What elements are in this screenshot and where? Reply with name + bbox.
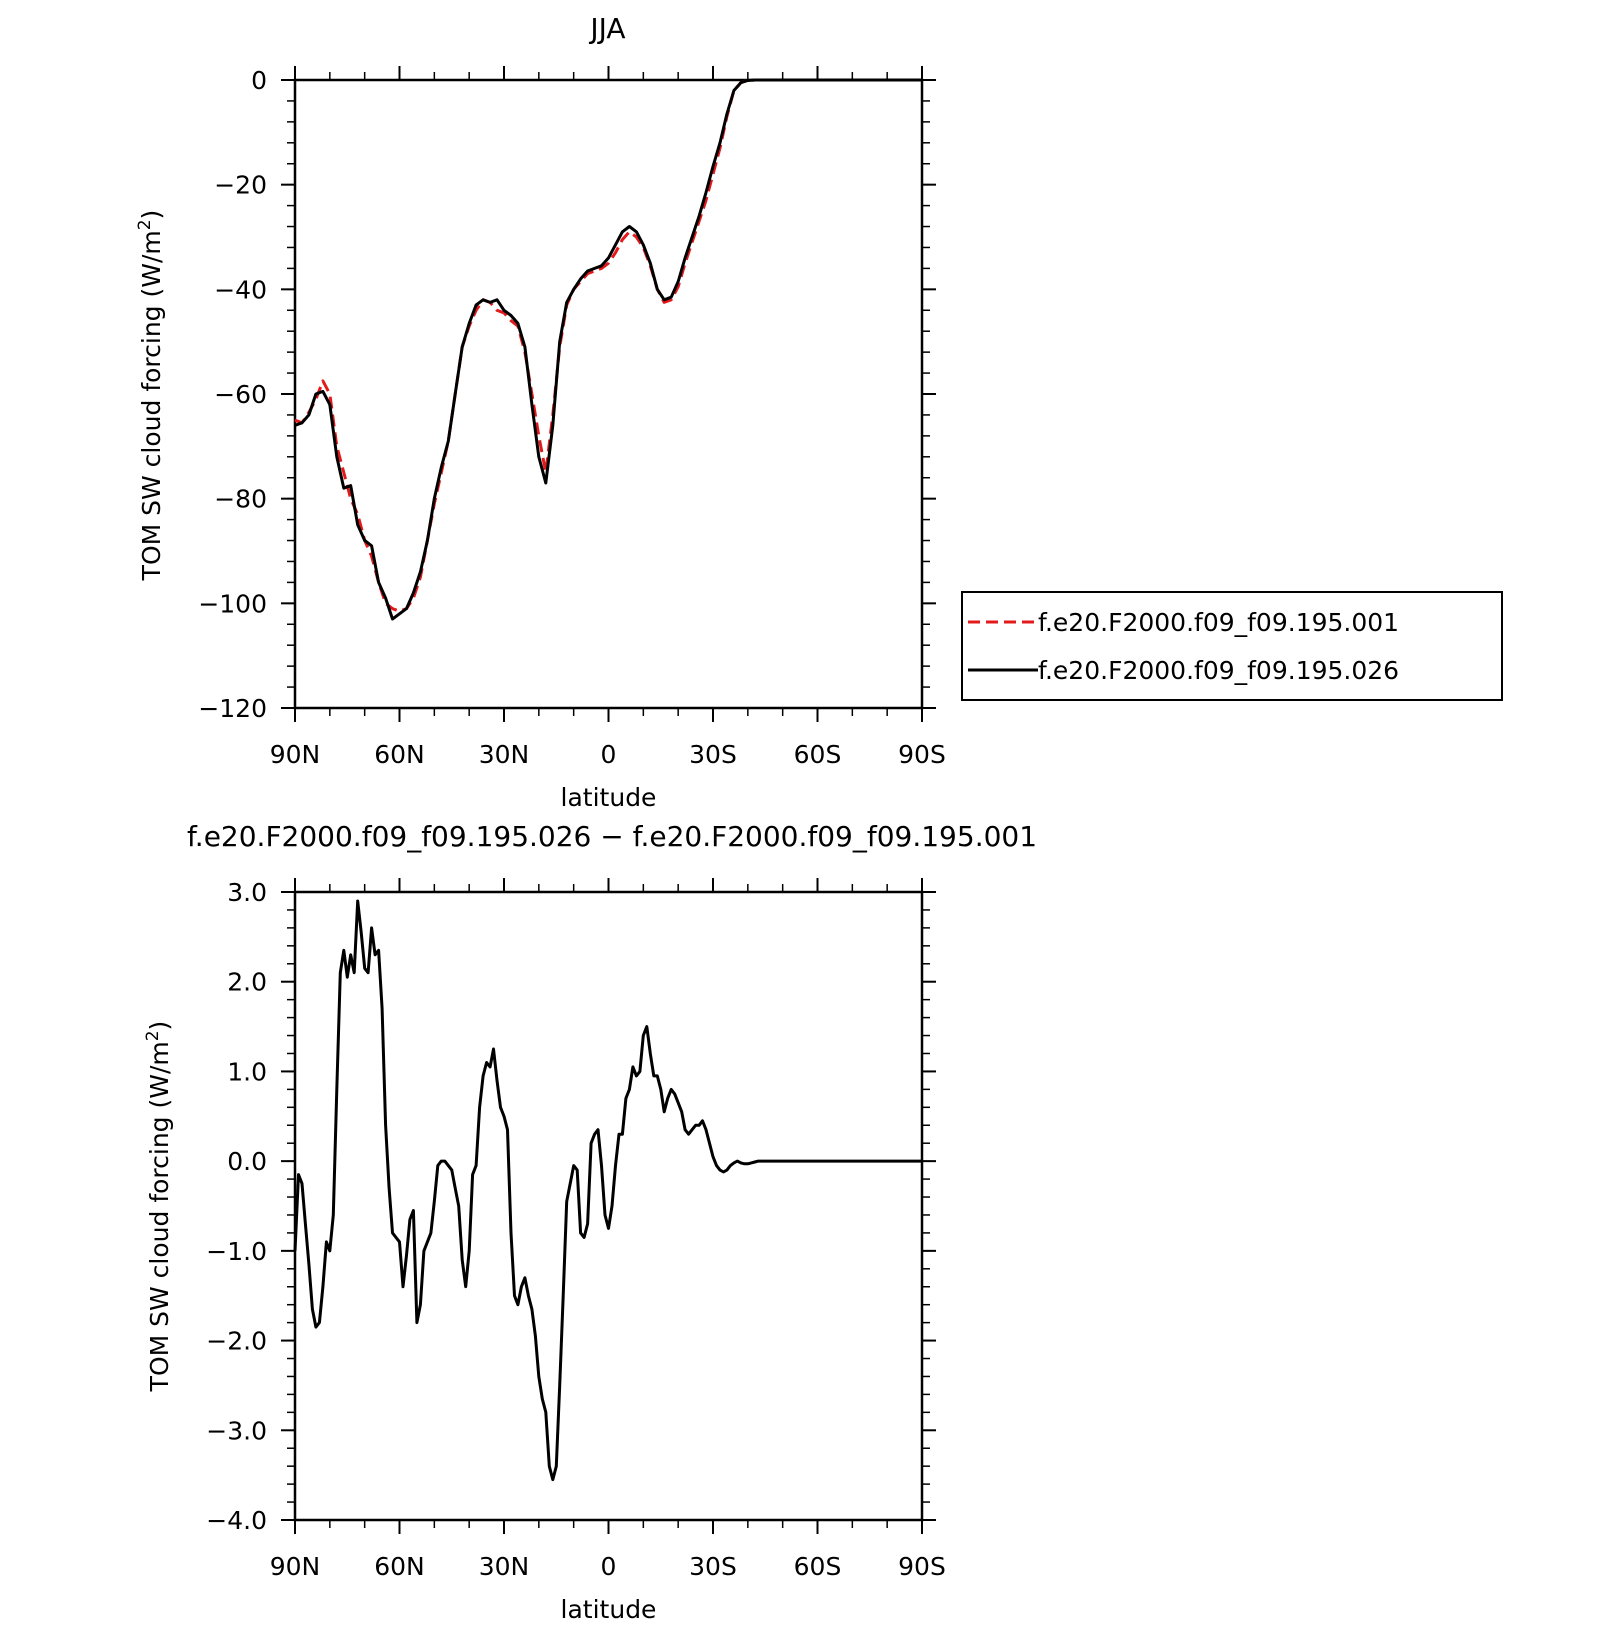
- x-tick-label: 30S: [689, 740, 737, 769]
- y-tick-label: 2.0: [227, 968, 267, 997]
- x-tick-label: 60N: [374, 1552, 425, 1581]
- x-tick-label: 90N: [270, 1552, 321, 1581]
- x-tick-label: 60S: [794, 1552, 842, 1581]
- y-tick-label: −3.0: [206, 1416, 267, 1445]
- x-tick-label: 90S: [898, 1552, 946, 1581]
- x-tick-label: 30N: [479, 740, 530, 769]
- y-tick-label: −20: [214, 171, 267, 200]
- x-tick-label: 30N: [479, 1552, 530, 1581]
- plot-frame: [293, 78, 924, 710]
- series-line-2: [294, 78, 922, 621]
- series-line-1: [293, 899, 922, 1482]
- x-axis-label: latitude: [561, 1595, 657, 1624]
- y-tick-label: −80: [214, 485, 267, 514]
- x-tick-label: 30S: [689, 1552, 737, 1581]
- y-tick-label: −4.0: [206, 1506, 267, 1535]
- y-tick-label: 3.0: [227, 878, 267, 907]
- y-tick-label: −100: [198, 589, 267, 618]
- y-tick-label: 1.0: [227, 1057, 267, 1086]
- x-tick-label: 90N: [270, 740, 321, 769]
- legend-label-1: f.e20.F2000.f09_f09.195.001: [1038, 608, 1399, 637]
- panel-bottom: f.e20.F2000.f09_f09.195.026 − f.e20.F200…: [143, 820, 1037, 1624]
- legend-label-2: f.e20.F2000.f09_f09.195.026: [1038, 656, 1399, 685]
- x-tick-label: 60N: [374, 740, 425, 769]
- y-tick-label: 0.0: [227, 1147, 267, 1176]
- x-tick-label: 90S: [898, 740, 946, 769]
- chart-title: f.e20.F2000.f09_f09.195.026 − f.e20.F200…: [187, 820, 1037, 853]
- y-tick-label: −120: [198, 694, 267, 723]
- chart-title: JJA: [588, 12, 625, 45]
- y-tick-label: −60: [214, 380, 267, 409]
- y-tick-label: 0: [251, 66, 267, 95]
- panel-top: JJA 90N 60N 30N 0 30S 60S 90S 0 −20 −40 −60 −80 −100 −…: [135, 12, 1503, 812]
- y-tick-label: −40: [214, 275, 267, 304]
- x-axis-label: latitude: [561, 783, 657, 812]
- series-line-1: [294, 78, 922, 613]
- y-axis-label: TOM SW cloud forcing (W/m2): [143, 1021, 174, 1393]
- y-axis-label: TOM SW cloud forcing (W/m2): [135, 210, 166, 582]
- x-tick-label: 60S: [794, 740, 842, 769]
- legend-box: [961, 591, 1503, 701]
- y-tick-label: −2.0: [206, 1327, 267, 1356]
- x-tick-label: 0: [601, 740, 617, 769]
- y-tick-label: −1.0: [206, 1237, 267, 1266]
- x-tick-label: 0: [601, 1552, 617, 1581]
